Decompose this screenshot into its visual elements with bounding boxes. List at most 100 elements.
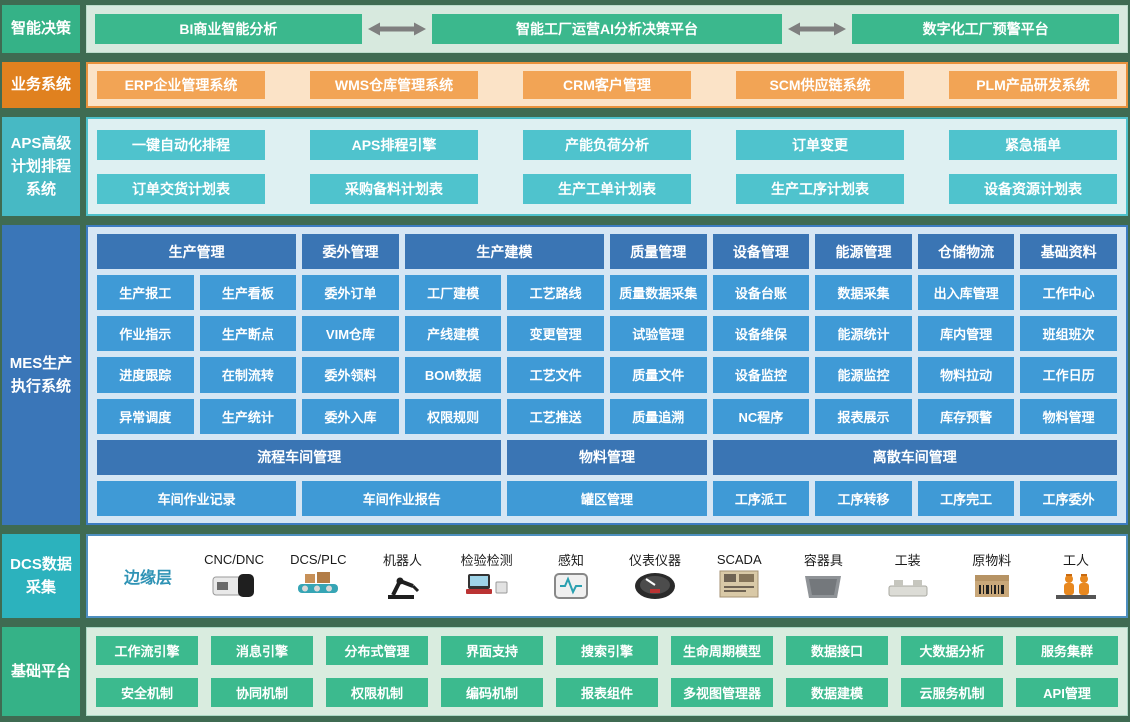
aps-module-button[interactable]: 设备资源计划表 — [949, 173, 1117, 204]
platform-module-button[interactable]: 搜索引擎 — [556, 636, 658, 665]
aps-module-button[interactable]: 订单交货计划表 — [97, 173, 265, 204]
mes-module-cell[interactable]: 试验管理 — [609, 316, 707, 352]
platform-module-button[interactable]: 报表组件 — [556, 678, 658, 707]
mes-module-cell[interactable]: 出入库管理 — [917, 275, 1015, 311]
mes-module-cell[interactable]: NC程序 — [712, 398, 810, 434]
mes-group-header[interactable]: 仓储物流 — [917, 234, 1015, 270]
mes-group-header[interactable]: 基础资料 — [1020, 234, 1117, 270]
mes-group-header[interactable]: 能源管理 — [815, 234, 912, 270]
mes-module-cell[interactable]: 工厂建模 — [404, 275, 502, 311]
mes-group-header[interactable]: 离散车间管理 — [712, 439, 1117, 475]
mes-module-cell[interactable]: 能源监控 — [815, 357, 912, 393]
mes-module-cell[interactable]: 数据采集 — [815, 275, 912, 311]
mes-module-cell[interactable]: 变更管理 — [507, 316, 604, 352]
mes-module-cell[interactable]: 委外领料 — [302, 357, 399, 393]
platform-module-button[interactable]: 服务集群 — [1016, 636, 1118, 665]
mes-module-cell[interactable]: 生产统计 — [199, 398, 297, 434]
mes-module-cell[interactable]: 罐区管理 — [507, 480, 707, 516]
mes-module-cell[interactable]: 物料管理 — [1020, 398, 1117, 434]
mes-module-cell[interactable]: 产线建模 — [404, 316, 502, 352]
mes-module-cell[interactable]: 班组班次 — [1020, 316, 1117, 352]
mes-group-header[interactable]: 流程车间管理 — [97, 439, 502, 475]
mes-module-cell[interactable]: 生产断点 — [199, 316, 297, 352]
platform-module-button[interactable]: 工作流引擎 — [96, 636, 198, 665]
decision-module-button[interactable]: 智能工厂运营AI分析决策平台 — [431, 14, 783, 44]
mes-module-cell[interactable]: 设备监控 — [712, 357, 810, 393]
platform-module-button[interactable]: API管理 — [1016, 678, 1118, 707]
mes-module-cell[interactable]: 设备台账 — [712, 275, 810, 311]
mes-module-cell[interactable]: 物料拉动 — [917, 357, 1015, 393]
mes-module-cell[interactable]: 生产看板 — [199, 275, 297, 311]
mes-module-cell[interactable]: 工序委外 — [1020, 480, 1117, 516]
mes-module-cell[interactable]: 工艺文件 — [507, 357, 604, 393]
mes-module-cell[interactable]: VIM仓库 — [302, 316, 399, 352]
platform-module-button[interactable]: 界面支持 — [441, 636, 543, 665]
mes-module-cell[interactable]: 作业指示 — [97, 316, 194, 352]
mes-module-cell[interactable]: 能源统计 — [815, 316, 912, 352]
mes-module-cell[interactable]: 工作中心 — [1020, 275, 1117, 311]
platform-module-button[interactable]: 权限机制 — [326, 678, 428, 707]
aps-module-button[interactable]: 紧急插单 — [949, 129, 1117, 160]
dcs-plc-conveyor-icon — [296, 568, 340, 600]
mes-module-cell[interactable]: 工艺路线 — [507, 275, 604, 311]
mes-module-cell[interactable]: 质量文件 — [609, 357, 707, 393]
mes-group-header[interactable]: 生产建模 — [404, 234, 604, 270]
business-system-button[interactable]: CRM客户管理 — [523, 71, 691, 99]
aps-module-button[interactable]: 订单变更 — [736, 129, 904, 160]
platform-module-button[interactable]: 协同机制 — [211, 678, 313, 707]
mes-module-cell[interactable]: 工序转移 — [815, 480, 912, 516]
mes-module-cell[interactable]: 质量数据采集 — [609, 275, 707, 311]
mes-module-cell[interactable]: 车间作业记录 — [97, 480, 297, 516]
mes-module-cell[interactable]: 进度跟踪 — [97, 357, 194, 393]
business-system-button[interactable]: SCM供应链系统 — [736, 71, 904, 99]
mes-group-header[interactable]: 委外管理 — [302, 234, 399, 270]
decision-module-button[interactable]: BI商业智能分析 — [95, 14, 362, 44]
platform-module-button[interactable]: 数据建模 — [786, 678, 888, 707]
mes-group-header[interactable]: 质量管理 — [609, 234, 707, 270]
decision-module-button[interactable]: 数字化工厂预警平台 — [852, 14, 1120, 44]
mes-module-cell[interactable]: 权限规则 — [404, 398, 502, 434]
mes-module-cell[interactable]: 工艺推送 — [507, 398, 604, 434]
mes-module-cell[interactable]: 工作日历 — [1020, 357, 1117, 393]
mes-module-cell[interactable]: BOM数据 — [404, 357, 502, 393]
mes-module-cell[interactable]: 委外入库 — [302, 398, 399, 434]
mes-module-cell[interactable]: 设备维保 — [712, 316, 810, 352]
mes-module-cell[interactable]: 工序派工 — [712, 480, 810, 516]
mes-module-cell[interactable]: 在制流转 — [199, 357, 297, 393]
device-item: 工人 — [1038, 550, 1114, 602]
aps-module-button[interactable]: 生产工序计划表 — [736, 173, 904, 204]
mes-module-cell[interactable]: 质量追溯 — [609, 398, 707, 434]
mes-module-cell[interactable]: 车间作业报告 — [302, 480, 502, 516]
aps-module-button[interactable]: 一键自动化排程 — [97, 129, 265, 160]
mes-module-cell[interactable]: 生产报工 — [97, 275, 194, 311]
platform-module-button[interactable]: 安全机制 — [96, 678, 198, 707]
aps-module-button[interactable]: 产能负荷分析 — [523, 129, 691, 160]
mes-module-cell[interactable]: 异常调度 — [97, 398, 194, 434]
scada-panel-icon — [717, 568, 761, 600]
mes-group-header[interactable]: 设备管理 — [712, 234, 810, 270]
platform-module-button[interactable]: 生命周期模型 — [671, 636, 773, 665]
mes-module-cell[interactable]: 工序完工 — [917, 480, 1015, 516]
platform-module-button[interactable]: 消息引擎 — [211, 636, 313, 665]
mes-module-cell[interactable]: 库存预警 — [917, 398, 1015, 434]
workers-icon — [1054, 570, 1098, 602]
platform-module-button[interactable]: 分布式管理 — [326, 636, 428, 665]
platform-module-button[interactable]: 数据接口 — [786, 636, 888, 665]
device-label: 原物料 — [972, 553, 1012, 568]
mes-group-header[interactable]: 物料管理 — [507, 439, 707, 475]
platform-module-button[interactable]: 多视图管理器 — [671, 678, 773, 707]
platform-module-button[interactable]: 大数据分析 — [901, 636, 1003, 665]
platform-module-button[interactable]: 编码机制 — [441, 678, 543, 707]
business-system-button[interactable]: ERP企业管理系统 — [97, 71, 265, 99]
platform-module-button[interactable]: 云服务机制 — [901, 678, 1003, 707]
mes-group-header[interactable]: 生产管理 — [97, 234, 297, 270]
mes-module-cell[interactable]: 委外订单 — [302, 275, 399, 311]
mes-module-cell[interactable]: 库内管理 — [917, 316, 1015, 352]
mes-module-cell[interactable]: 报表展示 — [815, 398, 912, 434]
aps-module-button[interactable]: 生产工单计划表 — [523, 173, 691, 204]
aps-module-button[interactable]: APS排程引擎 — [310, 129, 478, 160]
business-system-button[interactable]: WMS仓库管理系统 — [310, 71, 478, 99]
aps-section-label: APS高级计划排程系统 — [2, 117, 80, 216]
aps-module-button[interactable]: 采购备料计划表 — [310, 173, 478, 204]
business-system-button[interactable]: PLM产品研发系统 — [949, 71, 1117, 99]
